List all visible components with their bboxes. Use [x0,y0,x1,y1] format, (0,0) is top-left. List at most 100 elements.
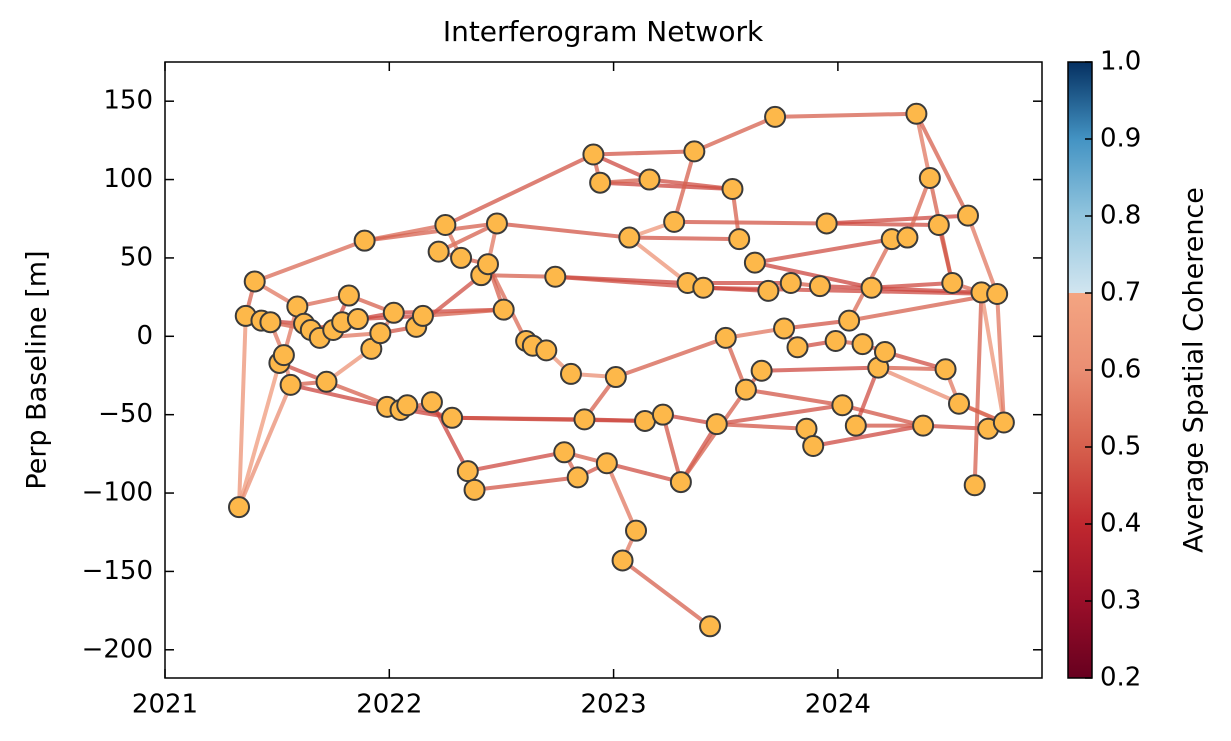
edge [752,237,894,265]
y-tick-label: 0 [136,321,153,351]
node [927,214,950,237]
node [831,394,854,417]
node [595,452,618,475]
node [705,413,728,436]
edge [876,365,948,372]
edge [914,111,970,218]
node [683,140,706,163]
node [434,214,457,237]
edge [620,558,713,629]
edge [773,111,919,119]
edge [972,290,984,488]
edge [472,475,580,492]
node [535,339,558,362]
node [411,304,434,327]
edge [465,450,567,474]
node [544,265,567,288]
node [369,322,392,345]
edge [714,403,845,427]
node [912,414,935,437]
colorbar-tick-label: 0.4 [1100,509,1141,539]
node [427,240,450,263]
colorbar-tick-label: 0.6 [1100,355,1141,385]
edge [660,412,683,485]
y-tick-label: −100 [82,478,153,508]
node [873,340,896,363]
edge [420,307,506,318]
node [553,441,576,464]
y-tick-label: 100 [103,164,153,194]
node [243,270,266,293]
edge [252,238,367,284]
edge [759,365,881,373]
node [625,519,648,542]
y-tick-label: −50 [98,399,153,429]
node [618,226,641,249]
edge [443,152,596,228]
plot-frame [164,61,1043,679]
edge [647,177,735,191]
edge [604,461,639,533]
edge [288,382,390,409]
node [396,394,419,417]
node [337,284,360,307]
edge [692,114,778,154]
node [815,212,838,235]
node [485,212,508,235]
colorbar-tick-label: 1.0 [1100,47,1141,77]
edge [840,403,926,428]
node [764,105,787,128]
y-tick-label: −150 [82,556,153,586]
edge [494,221,632,240]
y-tick-label: 150 [103,86,153,116]
edge [237,313,248,510]
node [346,308,369,331]
node [986,282,1009,305]
node [714,326,737,349]
node [566,466,589,489]
node [824,330,847,353]
colorbar-tick-label: 0.9 [1100,124,1141,154]
x-tick-label: 2024 [805,690,871,720]
node [786,336,809,359]
edge [627,235,690,286]
node [259,311,282,334]
edge [672,149,697,224]
node [860,276,883,299]
node [896,226,919,249]
node [992,411,1015,434]
colorbar-tick-label: 0.3 [1100,586,1141,616]
node [279,373,302,396]
edge [965,213,1000,296]
node [844,414,867,437]
node [456,460,479,483]
edge [678,387,748,485]
colorbar-tick-label: 0.5 [1100,432,1141,462]
edge [869,281,955,290]
node [353,229,376,252]
edge [613,335,728,380]
node [956,204,979,227]
edge [627,235,742,242]
y-axis-label: Perp Baseline [m] [22,250,53,489]
node [638,168,661,191]
colorbar-tick-label: 0.2 [1100,663,1141,693]
colorbar-tick-label: 0.7 [1100,278,1141,308]
node [559,362,582,385]
x-tick-label: 2023 [581,690,647,720]
edge [995,291,1006,425]
node [315,370,338,393]
node [669,471,692,494]
node [476,253,499,276]
node [941,272,964,295]
node [382,301,405,324]
node [272,344,295,367]
node [851,333,874,356]
node [589,171,612,194]
node [611,549,634,572]
edge [714,422,809,431]
y-tick-label: 50 [120,242,153,272]
edge [811,423,926,449]
edge [237,382,293,510]
edge [672,219,829,226]
